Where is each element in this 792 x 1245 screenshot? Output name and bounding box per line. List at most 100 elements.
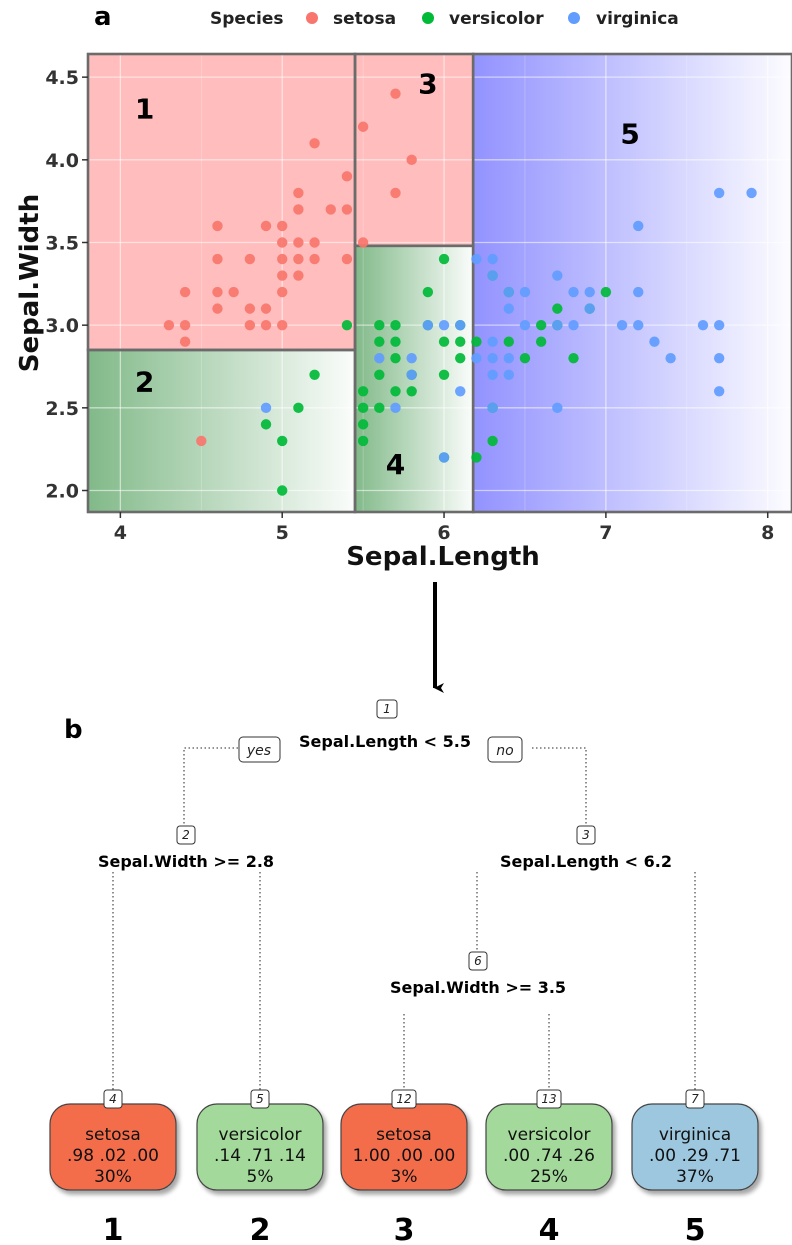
point-setosa-30 — [325, 204, 336, 215]
node-2-split: Sepal.Width >= 2.8 — [98, 852, 274, 871]
point-versicolor-26 — [455, 353, 466, 364]
leaf-12-region: 3 — [394, 1213, 415, 1245]
point-virginica-19 — [503, 353, 514, 364]
point-setosa-5 — [212, 303, 223, 314]
point-virginica-15 — [487, 336, 498, 347]
node-3-id-box — [576, 825, 596, 845]
point-virginica-2 — [390, 402, 401, 414]
y-axis-title: Sepal.Width — [15, 194, 45, 372]
point-setosa-26 — [293, 187, 304, 199]
region-label-1: 1 — [135, 92, 154, 125]
leaf-7-id-tab-label: 7 — [691, 1092, 699, 1106]
node-3-id: 3 — [582, 828, 590, 842]
leaf-7-probs: .00 .29 .71 — [649, 1146, 741, 1166]
point-setosa-22 — [293, 270, 304, 281]
point-versicolor-3 — [293, 402, 304, 414]
leaf-7-class: virginica — [659, 1125, 731, 1145]
y-tick-label-5: 4.5 — [45, 67, 79, 89]
point-virginica-40 — [713, 319, 725, 331]
point-virginica-17 — [487, 253, 498, 265]
y-tick-label-3: 3.5 — [45, 232, 79, 254]
tree-connectors — [112, 747, 696, 1100]
no-branch-box — [487, 736, 523, 763]
point-setosa-28 — [309, 237, 320, 248]
point-virginica-24 — [552, 402, 563, 414]
leaf-4-probs: .98 .02 .00 — [67, 1146, 159, 1166]
scatter-points — [163, 88, 757, 496]
species-legend: Species setosa versicolor virginica — [210, 9, 679, 29]
point-virginica-4 — [406, 353, 417, 364]
legend-marker-setosa — [306, 12, 318, 24]
point-virginica-18 — [503, 369, 514, 380]
x-axis-title: Sepal.Length — [346, 542, 540, 572]
leaf-13-id-tab-label: 13 — [541, 1092, 556, 1106]
leaf-4-region: 1 — [103, 1213, 124, 1245]
point-virginica-41 — [713, 187, 725, 199]
point-setosa-4 — [196, 435, 207, 447]
leaf-7-region: 5 — [685, 1213, 706, 1245]
point-setosa-8 — [212, 220, 223, 232]
legend-title: Species — [210, 9, 284, 29]
point-setosa-20 — [277, 237, 288, 248]
point-versicolor-6 — [357, 435, 369, 447]
region-label-3: 3 — [418, 68, 437, 101]
point-versicolor-37 — [535, 336, 547, 347]
point-versicolor-43 — [600, 286, 612, 298]
leaf-5-id-tab — [250, 1089, 270, 1109]
region-3 — [355, 54, 474, 246]
region-label-5: 5 — [620, 117, 639, 150]
point-setosa-13 — [260, 319, 272, 331]
axes: 4 5 6 7 8 2.0 2.5 3.0 3.5 4.0 4.5 — [45, 67, 774, 544]
point-versicolor-5 — [341, 319, 353, 331]
point-virginica-16 — [487, 270, 498, 281]
point-versicolor-21 — [422, 286, 434, 298]
point-setosa-32 — [341, 204, 353, 215]
region-labels: 1 2 3 4 5 — [135, 68, 640, 481]
point-versicolor-18 — [406, 386, 417, 397]
point-versicolor-12 — [374, 336, 385, 347]
point-setosa-2 — [179, 319, 191, 331]
point-virginica-14 — [487, 353, 498, 364]
point-versicolor-25 — [438, 253, 450, 265]
leaf-5-id-tab-label: 5 — [256, 1092, 264, 1106]
point-setosa-25 — [293, 204, 304, 215]
point-versicolor-40 — [552, 303, 563, 314]
y-tick-label-0: 2.0 — [45, 481, 79, 503]
point-setosa-0 — [163, 319, 175, 331]
point-virginica-12 — [487, 402, 498, 414]
point-versicolor-2 — [277, 435, 288, 447]
leaf-node-5: 5 versicolor.14 .71 .145% 2 — [196, 1089, 324, 1245]
point-setosa-3 — [179, 286, 191, 298]
connector-1-2 — [183, 747, 238, 826]
point-versicolor-9 — [357, 386, 369, 397]
point-setosa-1 — [179, 336, 191, 347]
point-versicolor-7 — [357, 419, 369, 430]
point-setosa-15 — [260, 220, 272, 232]
point-versicolor-29 — [471, 452, 482, 463]
point-setosa-33 — [341, 171, 353, 182]
leaf-13-pct: 25% — [530, 1167, 568, 1187]
leaf-13-id-tab — [536, 1089, 562, 1109]
point-virginica-11 — [471, 253, 482, 265]
point-virginica-28 — [568, 286, 579, 298]
point-versicolor-13 — [374, 319, 385, 331]
point-setosa-38 — [406, 154, 417, 166]
point-setosa-6 — [212, 286, 223, 298]
point-versicolor-24 — [438, 336, 450, 347]
x-tick-label-4: 4 — [114, 522, 127, 544]
leaf-5-pct: 5% — [247, 1167, 274, 1187]
node-1-id-box — [376, 699, 398, 719]
leaf-4-id-tab — [103, 1089, 123, 1109]
region-label-4: 4 — [386, 448, 405, 481]
point-setosa-14 — [260, 303, 272, 314]
leaf-5-class: versicolor — [219, 1125, 302, 1145]
point-setosa-35 — [357, 121, 369, 132]
point-virginica-34 — [633, 220, 644, 232]
point-setosa-7 — [212, 253, 223, 265]
partition-borders — [86, 52, 792, 514]
point-setosa-37 — [390, 88, 401, 99]
yes-branch-label: yes — [246, 743, 271, 759]
